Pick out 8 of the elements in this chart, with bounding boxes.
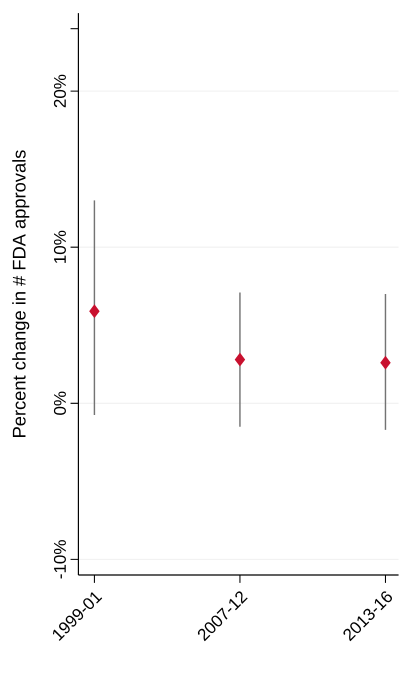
y-tick-label: -10% — [54, 540, 66, 578]
y-tick-label: 0% — [54, 392, 66, 415]
point — [89, 304, 100, 318]
point — [234, 352, 245, 366]
y-tick-label: 10% — [54, 230, 66, 263]
point — [380, 356, 390, 370]
y-axis-title: Percent change in # FDA approvals — [12, 150, 30, 437]
y-tick-label: 20% — [54, 74, 66, 108]
